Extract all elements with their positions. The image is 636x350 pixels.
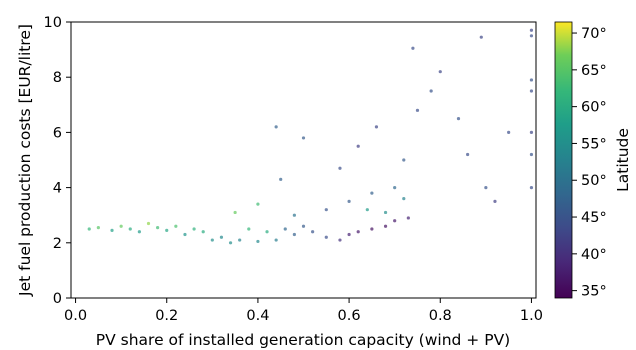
colorbar-tick-label: 70° xyxy=(581,26,607,42)
x-tick-label: 1.0 xyxy=(520,308,543,324)
colorbar-tick-label: 50° xyxy=(581,173,607,189)
data-point xyxy=(338,238,342,242)
data-point xyxy=(292,232,296,237)
data-point xyxy=(347,199,351,203)
data-point xyxy=(370,227,374,231)
colorbar-tick-label: 55° xyxy=(581,136,607,152)
data-point xyxy=(110,228,114,232)
data-point xyxy=(137,230,141,234)
data-point xyxy=(529,130,534,134)
y-tick-label: 0 xyxy=(53,291,62,307)
data-point xyxy=(265,230,269,234)
y-tick-label: 8 xyxy=(53,70,62,86)
data-point xyxy=(438,70,442,74)
data-point xyxy=(301,136,306,140)
data-point xyxy=(507,130,511,134)
data-point xyxy=(365,208,369,212)
data-point xyxy=(415,108,420,112)
data-point xyxy=(324,208,328,212)
data-point xyxy=(374,125,379,129)
data-point xyxy=(479,35,483,39)
data-point xyxy=(383,224,388,228)
data-point xyxy=(238,238,242,242)
plot-area xyxy=(70,21,537,299)
x-axis-label: PV share of installed generation capacit… xyxy=(96,331,510,349)
data-point xyxy=(493,199,497,203)
data-point xyxy=(529,186,534,190)
data-point xyxy=(356,230,360,234)
data-point xyxy=(146,221,151,226)
colorbar-axis: 35° 40° 45° 50° 55° 60° 65° 70° xyxy=(572,26,607,300)
data-point xyxy=(256,239,260,244)
x-tick-label: 0.8 xyxy=(429,308,452,324)
data-point xyxy=(192,227,196,231)
data-point xyxy=(256,202,260,206)
data-point xyxy=(529,28,534,32)
colorbar-tick-label: 40° xyxy=(581,247,607,263)
data-point xyxy=(402,197,406,201)
y-axis: 0 2 4 6 8 10 xyxy=(44,15,71,307)
data-point xyxy=(165,228,169,232)
data-point xyxy=(274,125,278,129)
data-point xyxy=(356,144,360,148)
x-tick-label: 0.4 xyxy=(246,308,269,324)
x-tick-label: 0.6 xyxy=(338,308,361,324)
data-point xyxy=(393,186,397,190)
x-tick-label: 0.0 xyxy=(64,308,87,324)
data-point xyxy=(201,230,205,234)
data-point xyxy=(466,152,470,157)
colorbar-tick-label: 65° xyxy=(581,63,607,79)
y-tick-label: 2 xyxy=(53,236,62,252)
data-point xyxy=(324,235,328,239)
data-point xyxy=(233,210,237,215)
data-point xyxy=(128,227,132,231)
data-point xyxy=(119,224,123,228)
data-point xyxy=(247,227,251,231)
data-point xyxy=(402,158,406,162)
data-point xyxy=(484,186,488,190)
x-axis: 0.0 0.2 0.4 0.6 0.8 1.0 xyxy=(64,298,543,324)
data-point xyxy=(429,89,433,93)
data-point xyxy=(210,238,214,242)
y-tick-label: 4 xyxy=(53,181,62,197)
data-point xyxy=(393,219,397,223)
data-point xyxy=(283,227,287,231)
data-point xyxy=(228,241,233,245)
data-point xyxy=(274,238,278,242)
colorbar xyxy=(554,21,573,299)
x-tick-label: 0.2 xyxy=(155,308,178,324)
colorbar-label: Latitude xyxy=(614,128,632,192)
data-points xyxy=(87,28,534,245)
y-tick-label: 10 xyxy=(44,15,62,31)
data-point xyxy=(529,78,534,82)
data-point xyxy=(87,227,91,231)
data-point xyxy=(411,46,415,50)
data-point xyxy=(529,152,534,157)
data-point xyxy=(347,232,351,237)
data-point xyxy=(183,232,187,237)
data-point xyxy=(529,89,534,93)
data-point xyxy=(96,226,100,230)
colorbar-tick-label: 45° xyxy=(581,210,607,226)
y-axis-label: Jet fuel production costs [EUR/litre] xyxy=(16,24,34,297)
data-point xyxy=(156,226,160,230)
data-point xyxy=(338,166,342,170)
data-point xyxy=(174,224,178,228)
data-point xyxy=(301,224,306,228)
data-point xyxy=(292,213,296,217)
data-point xyxy=(456,117,461,121)
colorbar-tick-label: 35° xyxy=(581,284,607,300)
data-point xyxy=(311,230,315,234)
data-point xyxy=(279,177,283,181)
y-tick-label: 6 xyxy=(53,125,62,141)
data-point xyxy=(219,235,224,239)
data-point xyxy=(529,34,534,38)
data-point xyxy=(370,191,374,195)
data-point xyxy=(383,210,388,215)
data-point xyxy=(406,216,410,220)
colorbar-tick-label: 60° xyxy=(581,100,607,116)
